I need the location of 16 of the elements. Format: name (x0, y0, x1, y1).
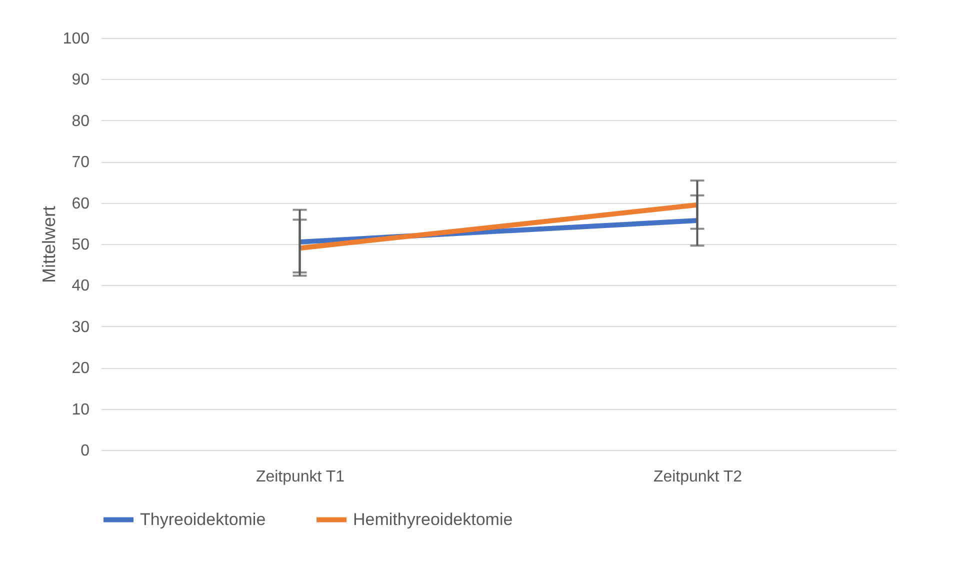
y-tick-label: 30 (72, 318, 90, 336)
x-tick-label: Zeitpunkt T1 (256, 468, 345, 486)
y-tick-label: 20 (72, 360, 90, 378)
y-tick-label: 60 (72, 195, 90, 212)
y-tick-label: 0 (80, 442, 90, 460)
y-tick-label: 50 (72, 236, 90, 254)
y-tick-label: 10 (72, 401, 90, 418)
y-tick-label: 100 (62, 30, 90, 48)
y-tick-label: 70 (72, 154, 90, 172)
y-tick-label: 40 (72, 278, 90, 295)
legend-label: Thyreoidektomie (140, 510, 266, 529)
y-tick-label: 90 (72, 72, 90, 89)
y-axis-title: Mittelwert (38, 206, 59, 284)
legend-label: Hemithyreoidektomie (353, 510, 513, 529)
x-tick-label: Zeitpunkt T2 (653, 468, 742, 486)
y-tick-label: 80 (72, 112, 90, 130)
